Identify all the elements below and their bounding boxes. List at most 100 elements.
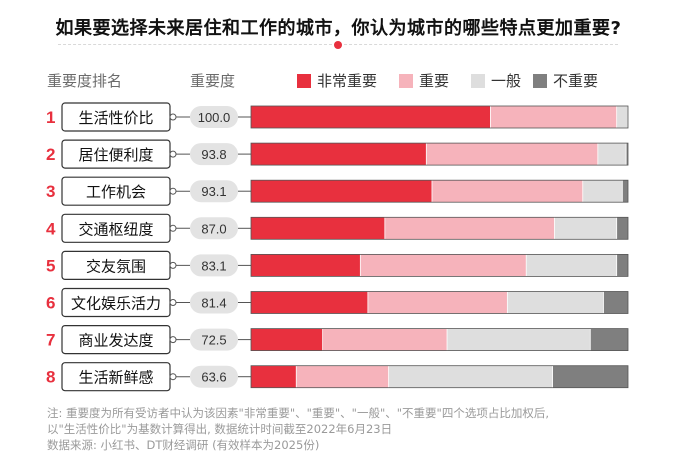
score-value: 93.1	[201, 184, 226, 199]
bar-segment-important	[296, 365, 389, 388]
bar-segment-not-important	[590, 328, 628, 351]
connector-dot	[169, 299, 177, 306]
score-pill	[190, 365, 238, 388]
bar-segment-very-important	[251, 291, 368, 314]
score-pill	[190, 217, 238, 240]
bar-segment-important	[322, 328, 448, 351]
bar-segment-average	[526, 254, 617, 277]
score-value: 81.4	[201, 296, 226, 311]
bar-segment-very-important	[251, 180, 432, 203]
rank-number: 4	[46, 219, 56, 238]
stacked-bar-chart: 1 生活性价比 100.0 2 居住便利度 93.8 3 工作机会 93.1 4 交通枢纽度 87.0…	[46, 102, 629, 392]
bar-segment-not-important	[626, 143, 628, 166]
score-pill	[190, 291, 238, 314]
chart-title: 如果要选择未来居住和工作的城市，你认为城市的哪些特点更加重要?	[55, 18, 622, 39]
legend-label-not-important: 不重要	[553, 72, 599, 90]
bar-segment-average	[447, 328, 591, 351]
connector-dot	[169, 150, 177, 158]
score-pill	[190, 180, 238, 203]
score-value: 100.0	[198, 110, 231, 125]
footnote-line-1: 注: 重要度为所有受访者中认为该因素"非常重要"、"重要"、"一般"、"不重要"…	[47, 406, 549, 420]
score-pill	[190, 143, 238, 166]
bar-outline	[250, 328, 629, 352]
bar-segment-important	[490, 106, 617, 128]
bar-segment-not-important	[616, 217, 628, 240]
category-label: 交通枢纽度	[78, 220, 153, 238]
score-pill	[190, 328, 238, 351]
bar-outline	[250, 365, 629, 389]
category-label: 生活性价比	[78, 109, 153, 127]
category-label: 文化娱乐活力	[71, 295, 161, 313]
title-accent-dot	[334, 41, 342, 49]
legend-item-not-important: 不重要	[533, 70, 598, 91]
rank-number: 6	[46, 294, 55, 313]
bar-segment-not-important	[552, 365, 628, 388]
bar-segment-average	[616, 106, 628, 128]
rank-column-header: 重要度排名	[47, 72, 123, 90]
rank-number: 7	[46, 331, 55, 350]
bar-outline	[250, 216, 629, 240]
legend-label-very-important: 非常重要	[317, 72, 378, 90]
footnote-line-3: 数据来源: 小红书、DT财经调研 (有效样本为2025份)	[47, 438, 320, 452]
connector-dot	[169, 224, 177, 232]
legend-item-average: 一般	[471, 70, 521, 91]
score-value: 63.6	[201, 370, 226, 385]
rank-number: 1	[46, 108, 55, 127]
score-pill	[190, 106, 238, 128]
category-label: 工作机会	[86, 183, 146, 201]
bar-segment-important	[367, 291, 508, 314]
bar-segment-average	[507, 291, 604, 314]
legend-label-average: 一般	[491, 72, 522, 90]
bar-segment-very-important	[251, 365, 297, 388]
bar-outline	[250, 105, 629, 129]
connector-dot	[169, 261, 177, 269]
score-value: 83.1	[201, 258, 226, 273]
footnote-line-2: 以"生活性价比"为基数计算得出, 数据统计时间截至2022年6月23日	[47, 422, 393, 436]
bar-segment-average	[582, 180, 623, 203]
legend-item-important: 重要	[399, 70, 449, 91]
bar-segment-average	[554, 217, 617, 240]
footnote: 注: 重要度为所有受访者中认为该因素"非常重要"、"重要"、"一般"、"不重要"…	[47, 405, 667, 453]
connector-dot	[169, 336, 177, 344]
bar-segment-not-important	[616, 254, 628, 277]
rank-number: 5	[46, 256, 55, 275]
bar-segment-very-important	[251, 254, 361, 277]
score-value: 87.0	[201, 221, 226, 236]
bar-segment-important	[360, 254, 527, 277]
bar-segment-important	[384, 217, 555, 240]
score-value: 93.8	[201, 147, 226, 162]
legend-swatch-important	[399, 73, 413, 88]
rank-number: 2	[46, 145, 55, 164]
legend-item-very-important: 非常重要	[297, 70, 377, 91]
category-label: 商业发达度	[78, 332, 153, 350]
score-pill	[190, 254, 238, 277]
score-value: 72.5	[201, 333, 226, 348]
bar-segment-not-important	[603, 291, 628, 314]
bar-segment-very-important	[251, 217, 385, 240]
bar-segment-very-important	[251, 106, 491, 128]
category-label: 交友氛围	[86, 257, 146, 275]
bar-outline	[250, 179, 629, 203]
bar-segment-very-important	[251, 328, 323, 351]
connector-dot	[169, 113, 177, 121]
bar-segment-average	[388, 365, 553, 388]
rank-number: 3	[46, 182, 55, 201]
legend-swatch-not-important	[533, 73, 547, 88]
connector-dot	[169, 373, 177, 381]
bar-segment-important	[431, 180, 583, 203]
category-label: 生活新鲜感	[78, 369, 153, 387]
bar-outline	[250, 142, 629, 166]
bar-outline	[250, 291, 629, 314]
category-label: 居住便利度	[78, 146, 153, 164]
connector-dot	[169, 187, 177, 195]
legend-swatch-average	[471, 73, 485, 88]
rank-number: 8	[46, 368, 55, 387]
score-column-header: 重要度	[190, 72, 236, 90]
bar-segment-very-important	[251, 143, 427, 166]
bar-segment-average	[597, 143, 627, 166]
bar-outline	[250, 253, 629, 277]
legend-swatch-very-important	[297, 73, 311, 88]
legend-label-important: 重要	[419, 72, 450, 90]
bar-segment-not-important	[622, 180, 628, 203]
bar-segment-important	[426, 143, 598, 166]
